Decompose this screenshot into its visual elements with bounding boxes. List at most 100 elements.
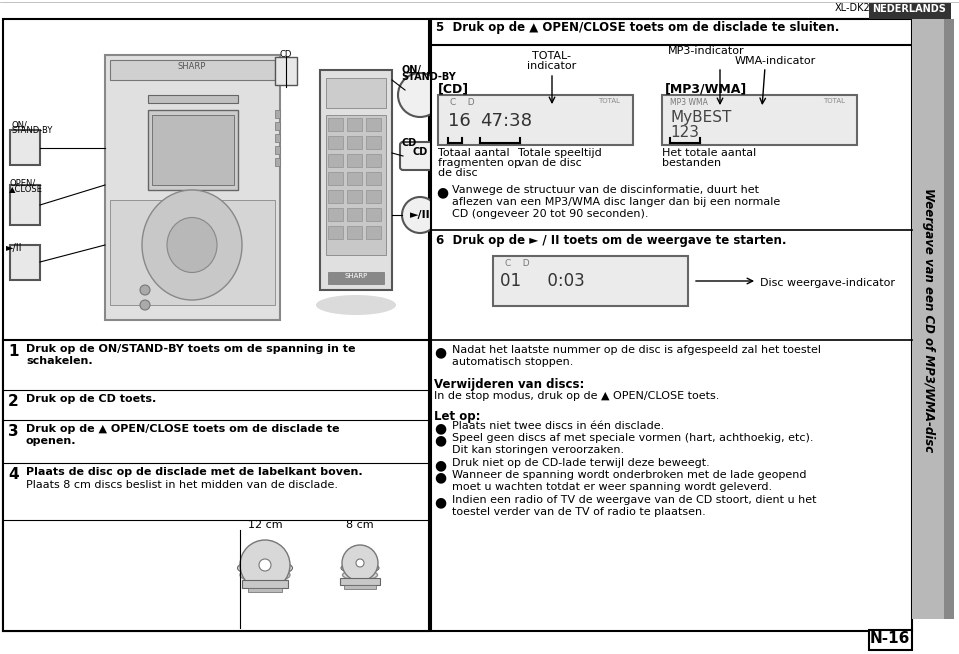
Bar (340, 578, 380, 585)
Text: indicator: indicator (527, 61, 576, 71)
Circle shape (240, 540, 290, 590)
Bar (347, 136, 362, 149)
Bar (328, 136, 343, 149)
Bar (431, 19, 912, 45)
Text: Wanneer de spanning wordt onderbroken met de lade geopend: Wanneer de spanning wordt onderbroken me… (452, 470, 807, 480)
Bar (110, 200, 275, 305)
Ellipse shape (240, 568, 290, 583)
Bar (328, 208, 343, 221)
Text: 3: 3 (8, 424, 18, 439)
Circle shape (398, 73, 442, 117)
Text: MyBEST: MyBEST (670, 110, 732, 125)
Circle shape (342, 545, 378, 581)
Text: CD: CD (412, 147, 428, 157)
Text: Plaats de disc op de disclade met de labelkant boven.: Plaats de disc op de disclade met de lab… (26, 467, 363, 477)
Text: ►/II: ►/II (6, 243, 22, 253)
Text: CD: CD (280, 50, 292, 59)
Bar (275, 134, 280, 142)
Bar (328, 190, 343, 203)
Bar (366, 190, 381, 203)
Bar (275, 146, 280, 154)
Text: N-16: N-16 (870, 631, 910, 646)
Bar (275, 110, 280, 118)
Bar (275, 57, 297, 85)
Text: TOTAL: TOTAL (598, 98, 620, 104)
Ellipse shape (167, 218, 217, 273)
Bar (275, 158, 280, 166)
Text: 47:38: 47:38 (480, 112, 532, 130)
Text: fragmenten op: fragmenten op (438, 158, 521, 168)
Text: STAND-BY: STAND-BY (12, 126, 54, 135)
Text: 6  Druk op de ► / II toets om de weergave te starten.: 6 Druk op de ► / II toets om de weergave… (436, 234, 786, 247)
Text: Druk niet op de CD-lade terwijl deze beweegt.: Druk niet op de CD-lade terwijl deze bew… (452, 458, 710, 468)
Bar (105, 55, 280, 320)
Text: openen.: openen. (26, 436, 77, 446)
Text: 123: 123 (670, 125, 699, 140)
Circle shape (259, 559, 271, 571)
Text: WMA-indicator: WMA-indicator (735, 56, 816, 66)
Text: de disc: de disc (438, 168, 478, 178)
Text: 4: 4 (8, 467, 18, 482)
Text: 12 cm: 12 cm (247, 520, 282, 530)
Text: Let op:: Let op: (434, 410, 480, 423)
Text: 8 cm: 8 cm (346, 520, 374, 530)
Bar (366, 154, 381, 167)
Text: ON/: ON/ (12, 120, 28, 129)
Circle shape (140, 300, 150, 310)
Bar (152, 115, 234, 185)
Text: ●: ● (436, 185, 448, 199)
Text: ●: ● (434, 421, 446, 435)
Text: C    D: C D (505, 259, 529, 268)
Bar (403, 145, 437, 167)
Bar (366, 172, 381, 185)
Bar (366, 208, 381, 221)
Bar (944, 19, 954, 619)
Bar (869, 3, 951, 19)
Ellipse shape (342, 570, 378, 580)
Text: Plaats niet twee discs in één disclade.: Plaats niet twee discs in één disclade. (452, 421, 665, 431)
Bar (326, 115, 386, 255)
Ellipse shape (341, 562, 379, 574)
Bar (493, 256, 688, 306)
Text: Weergave van een CD of MP3/WMA-disc: Weergave van een CD of MP3/WMA-disc (922, 188, 934, 452)
Text: NEDERLANDS: NEDERLANDS (872, 4, 946, 14)
Text: CD (ongeveer 20 tot 90 seconden).: CD (ongeveer 20 tot 90 seconden). (452, 209, 648, 219)
Text: ●: ● (434, 433, 446, 447)
Bar (347, 172, 362, 185)
Bar (328, 272, 384, 284)
Bar (148, 110, 238, 190)
Text: STAND-BY: STAND-BY (401, 72, 456, 82)
Text: Speel geen discs af met speciale vormen (hart, achthoekig, etc).: Speel geen discs af met speciale vormen … (452, 433, 813, 443)
Ellipse shape (238, 560, 292, 576)
Text: TOTAL: TOTAL (823, 98, 845, 104)
Bar (248, 588, 282, 592)
Bar (347, 118, 362, 131)
Bar (10, 185, 40, 225)
Bar (3, 340, 429, 631)
Bar (110, 60, 275, 80)
Bar (328, 172, 343, 185)
FancyBboxPatch shape (400, 142, 440, 170)
Bar (347, 154, 362, 167)
Bar (344, 585, 376, 589)
Bar (328, 226, 343, 239)
Text: ●: ● (434, 470, 446, 484)
Circle shape (402, 197, 438, 233)
Bar (320, 70, 392, 290)
Text: 2: 2 (8, 394, 19, 409)
Text: ▲CLOSE: ▲CLOSE (9, 184, 43, 193)
Text: Totaal aantal: Totaal aantal (438, 148, 509, 158)
Bar (328, 154, 343, 167)
Text: [MP3/WMA]: [MP3/WMA] (665, 82, 747, 95)
Bar (366, 136, 381, 149)
Text: Nadat het laatste nummer op de disc is afgespeeld zal het toestel: Nadat het laatste nummer op de disc is a… (452, 345, 821, 355)
Text: Vanwege de structuur van de discinformatie, duurt het: Vanwege de structuur van de discinformat… (452, 185, 759, 195)
Text: toestel verder van de TV of radio te plaatsen.: toestel verder van de TV of radio te pla… (452, 507, 706, 517)
Text: ON/: ON/ (401, 65, 421, 75)
Text: [CD]: [CD] (438, 82, 469, 95)
Text: Verwijderen van discs:: Verwijderen van discs: (434, 378, 584, 391)
Text: 1: 1 (8, 344, 18, 359)
Text: ►/II: ►/II (409, 210, 431, 220)
Text: 16: 16 (448, 112, 471, 130)
Bar (366, 118, 381, 131)
